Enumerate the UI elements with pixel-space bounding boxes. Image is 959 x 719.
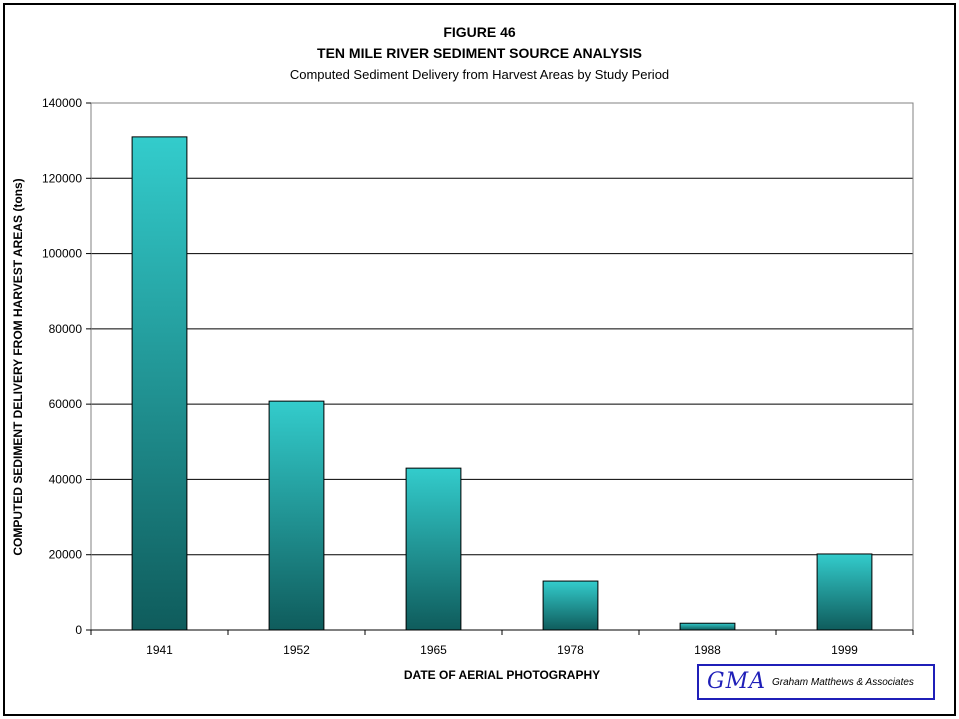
chart-subtitle: Computed Sediment Delivery from Harvest … bbox=[289, 67, 670, 82]
y-tick-label: 40000 bbox=[49, 472, 83, 486]
x-tick-label: 1988 bbox=[694, 643, 721, 657]
bar-1999 bbox=[816, 553, 873, 631]
x-tick-labels: 1941 1952 1965 1978 1988 1999 bbox=[90, 629, 914, 657]
y-tick-label: 80000 bbox=[49, 322, 83, 336]
chart-title: TEN MILE RIVER SEDIMENT SOURCE ANALYSIS bbox=[317, 45, 642, 61]
bar-1965 bbox=[405, 467, 462, 631]
y-tick-label: 140000 bbox=[42, 96, 82, 110]
y-tick-label: 0 bbox=[75, 623, 82, 637]
x-tick-label: 1952 bbox=[283, 643, 310, 657]
logo-company-name: Graham Matthews & Associates bbox=[772, 677, 914, 688]
x-tick-label: 1978 bbox=[557, 643, 584, 657]
y-axis-label: COMPUTED SEDIMENT DELIVERY FROM HARVEST … bbox=[11, 178, 25, 555]
x-axis-label: DATE OF AERIAL PHOTOGRAPHY bbox=[404, 668, 600, 682]
bar-1978 bbox=[542, 580, 599, 631]
x-tick-label: 1965 bbox=[420, 643, 447, 657]
y-tick-label: 120000 bbox=[42, 171, 82, 185]
bars bbox=[131, 136, 873, 631]
figure-number: FIGURE 46 bbox=[443, 24, 516, 40]
bar-1952 bbox=[268, 400, 325, 631]
bar-1988 bbox=[679, 622, 736, 631]
x-tick-label: 1999 bbox=[831, 643, 858, 657]
y-tick-labels: 0 20000 40000 60000 80000 100000 120000 140000 bbox=[42, 96, 91, 637]
company-logo: GMA Graham Matthews & Associates bbox=[697, 664, 935, 700]
gridlines bbox=[91, 102, 913, 556]
y-tick-label: 60000 bbox=[49, 397, 83, 411]
y-tick-label: 100000 bbox=[42, 247, 82, 261]
logo-mark: GMA bbox=[707, 669, 766, 694]
bar-1941 bbox=[131, 136, 188, 631]
y-tick-label: 20000 bbox=[49, 548, 83, 562]
x-tick-label: 1941 bbox=[146, 643, 173, 657]
plot-area-border bbox=[90, 102, 914, 631]
